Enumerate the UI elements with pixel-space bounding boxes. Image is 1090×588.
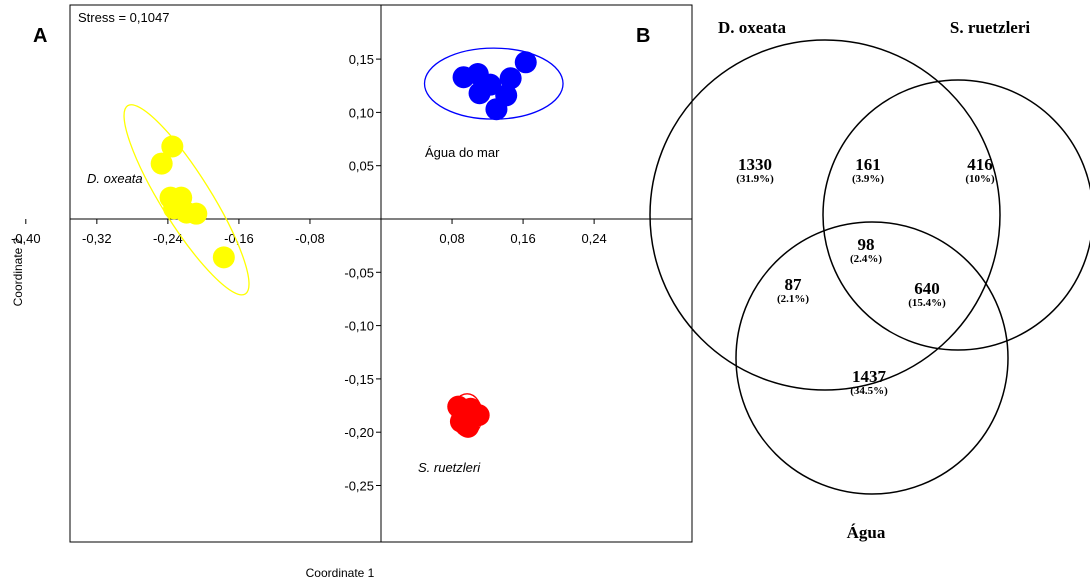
venn-circle-agua [735, 221, 1009, 495]
panel-b-label: B [636, 25, 650, 47]
y-tick-label: -0,05 [344, 265, 374, 280]
panel-b: B D. oxeata S. ruetzleri Água 1330(31.9%… [636, 18, 1090, 542]
venn-region-s-ruetzleri: 416(10%) [965, 155, 995, 185]
point-s-ruetzleri [457, 415, 480, 438]
series-label-agua-do-mar: Água do mar [425, 145, 500, 160]
venn-region-count: 1330 [738, 155, 772, 174]
series-labels: D. oxeata Água do mar S. ruetzleri [87, 145, 500, 475]
venn-circle-s-ruetzleri [822, 79, 1090, 351]
series-label-s-ruetzleri: S. ruetzleri [418, 460, 481, 475]
point-agua-do-mar [514, 51, 537, 74]
point-agua-do-mar [468, 82, 491, 105]
y-axis-label: Coordinate 2 [11, 237, 25, 306]
venn-region-count: 416 [967, 155, 993, 174]
venn-region-count: 1437 [852, 367, 887, 386]
venn-region-percent: (31.9%) [736, 173, 774, 185]
point-d-oxeata [161, 135, 184, 158]
point-agua-do-mar [499, 67, 522, 90]
venn-circle-d-oxeata [649, 39, 1001, 391]
venn-region-count: 98 [858, 235, 875, 254]
venn-regions: 1330(31.9%)161(3.9%)416(10%)98(2.4%)87(2… [736, 155, 995, 397]
x-tick-label: 0,08 [439, 231, 464, 246]
point-d-oxeata [212, 246, 235, 269]
panel-a-label: A [33, 25, 47, 47]
venn-region-percent: (34.5%) [850, 385, 888, 397]
axes: -0,40 -0,32 -0,24 -0,16 -0,08 0,08 0,16 0,24 0,1… [11, 5, 692, 542]
venn-set-label-s-ruetzleri: S. ruetzleri [950, 18, 1031, 37]
y-tick-label: -0,10 [344, 319, 374, 334]
point-d-oxeata [185, 202, 208, 225]
panel-a: A Stress = 0,1047 -0,40 -0,32 -0,24 -0,16 -0… [11, 4, 693, 580]
venn-region-d-oxeata-s-ruetzleri: 161(3.9%) [852, 155, 884, 185]
point-d-oxeata [150, 152, 173, 175]
y-tick-label: 0,05 [349, 159, 374, 174]
venn-region-percent: (2.1%) [777, 293, 809, 305]
venn-region-s-ruetzleri-agua: 640(15.4%) [908, 279, 946, 309]
venn-region-d-oxeata-s-ruetzleri-agua: 98(2.4%) [850, 235, 882, 265]
x-tick-label: -0,40 [11, 231, 41, 246]
x-tick-label: -0,16 [224, 231, 254, 246]
venn-region-d-oxeata: 1330(31.9%) [736, 155, 774, 185]
series-label-d-oxeata: D. oxeata [87, 171, 143, 186]
x-tick-label: -0,32 [82, 231, 112, 246]
venn-region-count: 161 [855, 155, 881, 174]
venn-region-percent: (3.9%) [852, 173, 884, 185]
venn-region-count: 640 [914, 279, 940, 298]
x-tick-label: -0,24 [153, 231, 183, 246]
venn-region-percent: (10%) [965, 173, 995, 185]
venn-region-percent: (15.4%) [908, 297, 946, 309]
venn-region-d-oxeata-agua: 87(2.1%) [777, 275, 809, 305]
y-tick-label: -0,15 [344, 372, 374, 387]
venn-region-percent: (2.4%) [850, 253, 882, 265]
x-tick-label: 0,16 [510, 231, 535, 246]
points [150, 51, 537, 438]
y-tick-label: 0,15 [349, 52, 374, 67]
stress-annotation: Stress = 0,1047 [78, 10, 169, 25]
x-tick-label: -0,08 [295, 231, 325, 246]
venn-region-agua: 1437(34.5%) [850, 367, 888, 397]
y-tick-label: -0,25 [344, 479, 374, 494]
y-tick-label: -0,20 [344, 425, 374, 440]
x-tick-label: 0,24 [581, 231, 606, 246]
x-axis-label: Coordinate 1 [306, 566, 375, 580]
venn-region-count: 87 [785, 275, 803, 294]
venn-set-label-d-oxeata: D. oxeata [718, 18, 786, 37]
point-agua-do-mar [485, 98, 508, 121]
venn-set-label-agua: Água [847, 523, 886, 542]
y-tick-label: 0,10 [349, 105, 374, 120]
point-agua-do-mar [452, 66, 475, 89]
